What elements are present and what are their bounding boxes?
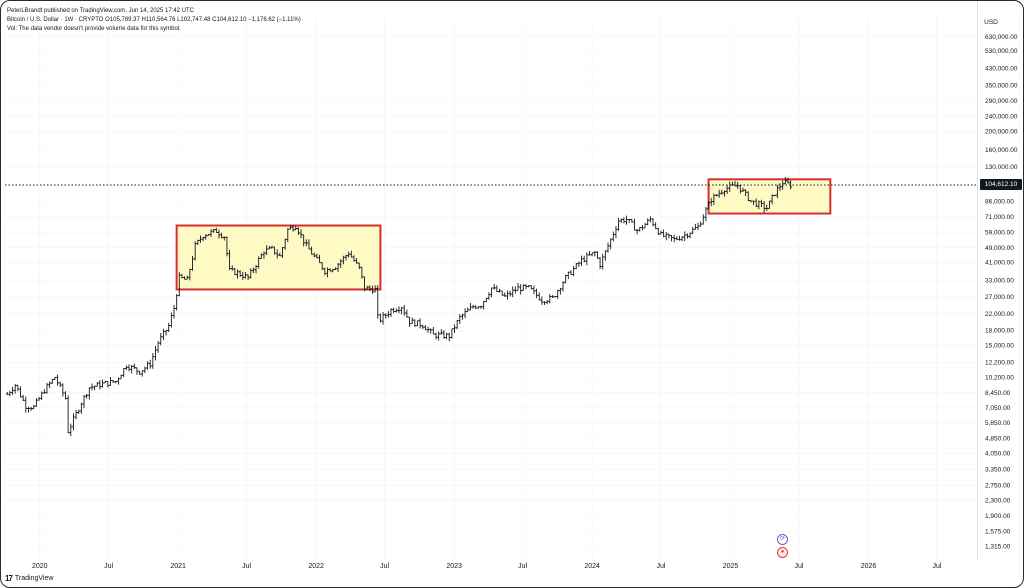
price-tick-label: 59,000.00 [985,229,1014,236]
publish-info: PeterLBrandt published on TradingView.co… [7,8,195,14]
time-tick-label: 2023 [446,563,462,570]
time-tick-label: Jul [380,563,389,570]
price-tick-label: 4,050.00 [985,451,1011,458]
currency-label[interactable]: USD [984,19,998,26]
price-tick-label: 1,900.00 [985,513,1011,520]
price-axis-divider [977,1,978,561]
time-tick-label: Jul [242,563,251,570]
symbol-info[interactable]: Bitcoin / U.S. Dollar · 1W · CRYPTO O105… [7,17,301,23]
price-axis: 630,000.00 530,000.00 430,000.00 350,000.00… [985,34,1018,551]
range-boxes [175,178,832,291]
price-tick-label: 7,050.00 [985,405,1011,412]
price-tick-label: 22,000.00 [985,311,1014,318]
price-tick-label: 630,000.00 [985,34,1018,41]
price-tick-label: 86,000.00 [985,198,1014,205]
price-tick-label: 71,000.00 [985,214,1014,221]
price-tick-label: 2,750.00 [985,483,1011,490]
price-tick-label: 3,350.00 [985,466,1011,473]
time-tick-label: Jul [656,563,665,570]
time-tick-label: Jul [932,563,941,570]
price-tick-label: 200,000.00 [985,129,1018,136]
price-tick-label: 1,575.00 [985,529,1011,536]
price-tick-label: 15,000.00 [985,342,1014,349]
consolidation-box [175,224,382,291]
chart-grid [5,17,977,561]
price-tick-label: 350,000.00 [985,82,1018,89]
price-tick-label: 4,850.00 [985,436,1011,443]
economic-event-icon[interactable]: ● [777,547,788,558]
time-tick-label: 2025 [723,563,739,570]
last-price-tag: 104,612.10 [980,179,1022,191]
price-tick-label: 5,850.00 [985,420,1011,427]
price-tick-label: 41,000.00 [985,259,1014,266]
time-tick-label: 2024 [584,563,600,570]
time-tick-label: Jul [518,563,527,570]
price-tick-label: 1,315.00 [985,543,1011,550]
price-tick-label: 2,300.00 [985,497,1011,504]
brand-name: TradingView [14,575,54,582]
price-tick-label: 290,000.00 [985,98,1018,105]
price-tick-label: 530,000.00 [985,48,1018,55]
time-tick-label: 2022 [308,563,324,570]
event-flag-icon[interactable]: ⟳ [777,534,788,545]
time-tick-label: Jul [104,563,113,570]
time-axis: 2020 Jul 2021 Jul 2022 Jul 2023 Jul 2024 Jul 2025 J… [32,563,942,570]
price-tick-label: 240,000.00 [985,114,1018,121]
time-tick-label: 2026 [861,563,877,570]
ohlc-bars [5,176,793,437]
time-tick-label: 2021 [170,563,186,570]
volume-note: Vol: The data vendor doesn't provide vol… [7,26,181,32]
price-tick-label: 27,000.00 [985,294,1014,301]
price-tick-label: 430,000.00 [985,65,1018,72]
price-tick-label: 49,000.00 [985,245,1014,252]
price-tick-label: 10,200.00 [985,374,1014,381]
time-tick-label: 2020 [32,563,48,570]
price-tick-label: 12,200.00 [985,360,1014,367]
chart-header: PeterLBrandt published on TradingView.co… [7,7,301,34]
footer-brand: 17 TradingView [5,574,53,584]
price-tick-label: 33,000.00 [985,277,1014,284]
price-tick-label: 130,000.00 [985,164,1018,171]
time-tick-label: Jul [794,563,803,570]
price-tick-label: 160,000.00 [985,147,1018,154]
tradingview-logo-icon: 17 [5,574,13,583]
price-tick-label: 8,450.00 [985,390,1011,397]
price-tick-label: 18,000.00 [985,327,1014,334]
